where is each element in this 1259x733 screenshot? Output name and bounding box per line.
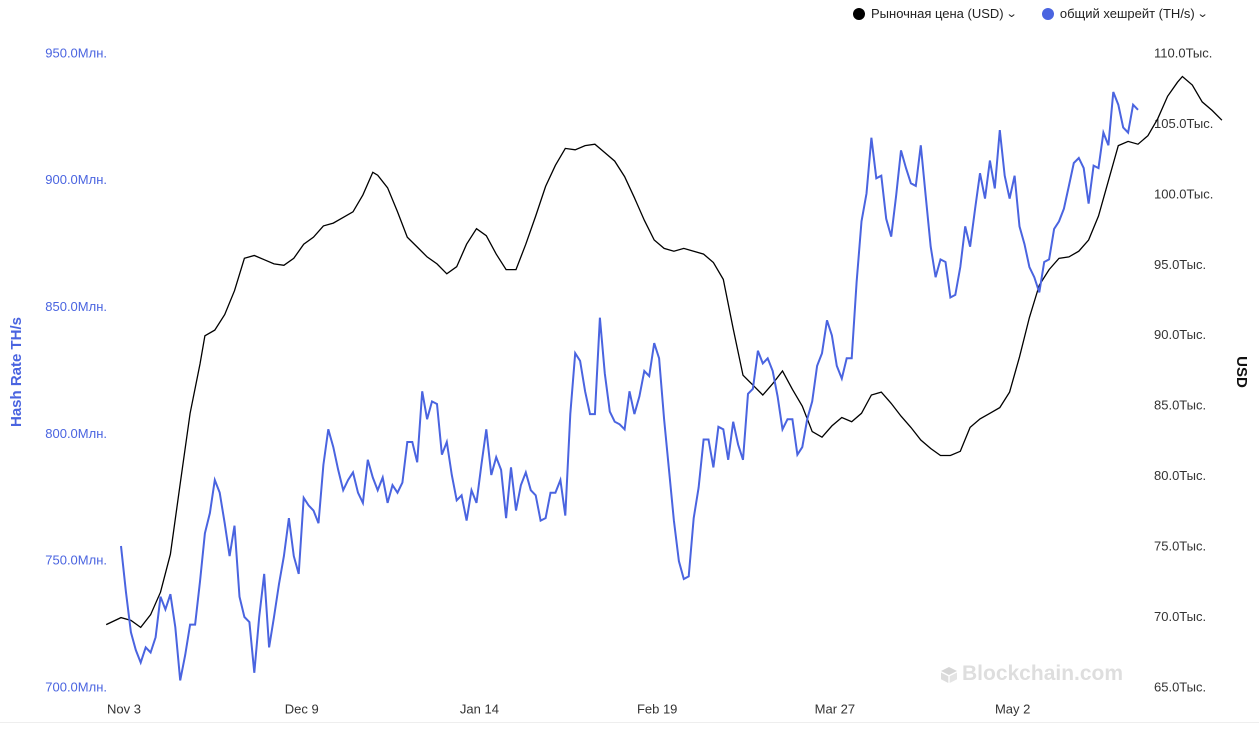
x-axis-ticks: Nov 3 Dec 9 Jan 14 Feb 19 Mar 27 May 2 [107, 701, 1030, 716]
right-tick-label: 110.0Тыс. [1154, 45, 1212, 60]
left-tick-label: 750.0Млн. [45, 553, 107, 568]
left-tick-label: 800.0Млн. [45, 426, 107, 441]
right-axis-ticks: 65.0Тыс. 70.0Тыс. 75.0Тыс. 80.0Тыс. 85.0Тыс.… [1154, 45, 1213, 694]
left-tick-label: 950.0Млн. [45, 45, 107, 60]
left-tick-label: 900.0Млн. [45, 172, 107, 187]
legend-label-hashrate: общий хешрейт (TH/s) [1059, 6, 1195, 21]
chart-legend: Рыночная цена (USD) ⌄ общий хешрейт (TH/… [853, 6, 1209, 21]
chevron-down-icon[interactable]: ⌄ [1005, 8, 1018, 20]
x-tick-label: Feb 19 [637, 701, 677, 716]
x-tick-label: May 2 [995, 701, 1030, 716]
right-tick-label: 100.0Тыс. [1154, 186, 1213, 201]
right-tick-label: 85.0Тыс. [1154, 398, 1206, 413]
price-series-line [105, 75, 1223, 629]
right-tick-label: 90.0Тыс. [1154, 327, 1206, 342]
left-tick-label: 850.0Млн. [45, 299, 107, 314]
x-tick-label: Jan 14 [460, 701, 499, 716]
right-tick-label: 65.0Тыс. [1154, 679, 1206, 694]
divider [0, 722, 1259, 723]
right-tick-label: 70.0Тыс. [1154, 609, 1206, 624]
chevron-down-icon[interactable]: ⌄ [1196, 8, 1209, 20]
x-tick-label: Nov 3 [107, 701, 141, 716]
right-tick-label: 80.0Тыс. [1154, 468, 1206, 483]
left-tick-label: 700.0Млн. [45, 679, 107, 694]
left-axis-title: Hash Rate TH/s [8, 317, 25, 427]
right-tick-label: 95.0Тыс. [1154, 257, 1206, 272]
legend-item-hashrate[interactable]: общий хешрейт (TH/s) ⌄ [1041, 6, 1209, 21]
hashrate-legend-dot [1041, 7, 1054, 20]
x-tick-label: Dec 9 [285, 701, 319, 716]
right-tick-label: 75.0Тыс. [1154, 539, 1206, 554]
left-axis-ticks: 700.0Млн. 750.0Млн. 800.0Млн. 850.0Млн. 900.… [45, 45, 107, 694]
watermark-text: Blockchain.com [962, 662, 1124, 685]
right-tick-label: 105.0Тыс. [1154, 116, 1213, 131]
hashrate-series-line [120, 91, 1139, 681]
blockchain-logo-icon [940, 666, 957, 683]
price-legend-dot [853, 7, 865, 20]
watermark: Blockchain.com [940, 662, 1123, 686]
legend-item-price[interactable]: Рыночная цена (USD) ⌄ [853, 6, 1018, 21]
x-tick-label: Mar 27 [815, 701, 855, 716]
legend-label-price: Рыночная цена (USD) [871, 6, 1004, 21]
right-axis-title: USD [1233, 356, 1250, 388]
